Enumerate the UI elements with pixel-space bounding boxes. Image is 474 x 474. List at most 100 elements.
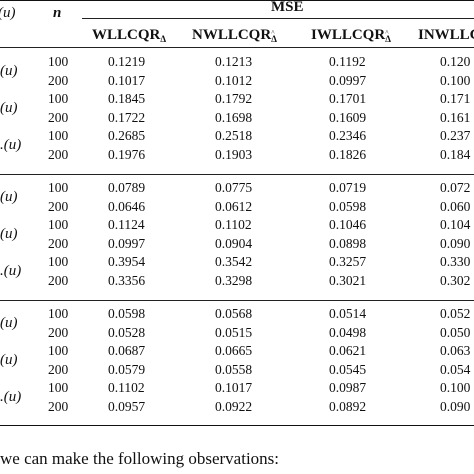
header-left-label: (u) xyxy=(0,5,16,21)
mse-value-cell: 0.1845 xyxy=(108,91,146,106)
mse-value-cell: 0.0545 xyxy=(329,361,367,377)
header-n-label: n xyxy=(53,5,62,21)
n-cell: 200 xyxy=(48,72,69,88)
mse-value-cell: 0.1903 xyxy=(215,146,253,162)
row-label: (u) xyxy=(0,63,18,79)
column-header-1: WLLCQRΔ xyxy=(92,27,166,44)
row-label: (u) xyxy=(0,100,18,116)
column-header-4: INWLLC xyxy=(418,27,474,44)
mse-value-cell: 0.0646 xyxy=(108,198,146,214)
n-cell: 100 xyxy=(48,54,69,69)
mse-value-cell: 0.1192 xyxy=(329,54,366,69)
mse-value-cell: 0.1017 xyxy=(108,72,146,88)
mse-value-cell: 0.1124 xyxy=(108,217,145,232)
mse-value-cell: 0.3021 xyxy=(329,272,367,288)
mse-value-cell: 0.0775 xyxy=(215,180,253,195)
n-cell: 100 xyxy=(48,128,69,143)
mse-value-cell: 0.0514 xyxy=(329,306,367,321)
mse-value-cell: 0.2518 xyxy=(215,128,253,143)
n-cell: 200 xyxy=(48,146,69,162)
mse-value-cell: 0.0568 xyxy=(215,306,253,321)
n-cell: 200 xyxy=(48,324,69,340)
row-label: .(u) xyxy=(0,137,22,153)
n-cell: 100 xyxy=(48,254,69,269)
table-bottom-rule xyxy=(0,425,474,426)
column-header-3-main: IWLLCQR xyxy=(311,27,386,43)
mse-value-cell: 0.090 xyxy=(440,398,471,414)
mse-value-cell: 0.1213 xyxy=(215,54,253,69)
mse-span-rule xyxy=(82,18,474,19)
mse-value-cell: 0.054 xyxy=(440,361,471,377)
mse-value-cell: 0.3298 xyxy=(215,272,253,288)
column-header-1-sub: Δ xyxy=(160,34,166,44)
mse-value-cell: 0.100 xyxy=(440,72,471,88)
mse-value-cell: 0.0528 xyxy=(108,324,146,340)
mse-value-cell: 0.0612 xyxy=(215,198,253,214)
section-divider-rule xyxy=(0,300,474,301)
n-cell: 200 xyxy=(48,272,69,288)
mse-value-cell: 0.0558 xyxy=(215,361,253,377)
column-header-2: NWLLCQRΔ xyxy=(192,27,277,44)
mse-value-cell: 0.1698 xyxy=(215,109,253,125)
mse-value-cell: 0.330 xyxy=(440,254,471,269)
mse-value-cell: 0.090 xyxy=(440,235,471,251)
mse-value-cell: 0.3954 xyxy=(108,254,146,269)
mse-value-cell: 0.161 xyxy=(440,109,471,125)
mse-value-cell: 0.1976 xyxy=(108,146,146,162)
column-header-3: IWLLCQRΔ xyxy=(311,27,391,44)
mse-value-cell: 0.0898 xyxy=(329,235,367,251)
n-cell: 200 xyxy=(48,109,69,125)
n-cell: 100 xyxy=(48,306,69,321)
mse-value-cell: 0.0598 xyxy=(108,306,146,321)
column-header-3-sub: Δ xyxy=(385,29,391,44)
mse-value-cell: 0.2346 xyxy=(329,128,367,143)
mse-value-cell: 0.0598 xyxy=(329,198,367,214)
mse-value-cell: 0.1046 xyxy=(329,217,367,232)
row-label: .(u) xyxy=(0,263,22,279)
mse-value-cell: 0.1102 xyxy=(215,217,252,232)
n-cell: 100 xyxy=(48,380,69,395)
row-label: .(u) xyxy=(0,389,22,405)
n-cell: 100 xyxy=(48,91,69,106)
mse-value-cell: 0.072 xyxy=(440,180,471,195)
mse-value-cell: 0.171 xyxy=(440,91,471,106)
mse-value-cell: 0.3356 xyxy=(108,272,146,288)
mse-value-cell: 0.0922 xyxy=(215,398,253,414)
mse-value-cell: 0.060 xyxy=(440,198,471,214)
mse-value-cell: 0.0789 xyxy=(108,180,146,195)
table-top-rule xyxy=(0,0,474,1)
mse-value-cell: 0.1792 xyxy=(215,91,253,106)
section-divider-rule xyxy=(0,174,474,175)
mse-value-cell: 0.1826 xyxy=(329,146,367,162)
mse-value-cell: 0.0621 xyxy=(329,343,367,358)
mse-value-cell: 0.1701 xyxy=(329,91,367,106)
mse-value-cell: 0.1102 xyxy=(108,380,145,395)
mse-value-cell: 0.3257 xyxy=(329,254,367,269)
mse-value-cell: 0.0987 xyxy=(329,380,367,395)
n-cell: 200 xyxy=(48,398,69,414)
mse-value-cell: 0.0997 xyxy=(108,235,146,251)
row-label: (u) xyxy=(0,226,18,242)
column-header-2-main: NWLLCQR xyxy=(192,27,272,43)
mse-value-cell: 0.050 xyxy=(440,324,471,340)
mse-value-cell: 0.0498 xyxy=(329,324,367,340)
mse-value-cell: 0.100 xyxy=(440,380,471,395)
mse-value-cell: 0.237 xyxy=(440,128,471,143)
n-cell: 100 xyxy=(48,343,69,358)
n-cell: 200 xyxy=(48,361,69,377)
mse-value-cell: 0.1722 xyxy=(108,109,146,125)
mse-value-cell: 0.1017 xyxy=(215,380,253,395)
header-mse-label: MSE xyxy=(271,0,304,15)
mse-value-cell: 0.052 xyxy=(440,306,471,321)
mse-value-cell: 0.063 xyxy=(440,343,471,358)
mse-value-cell: 0.0957 xyxy=(108,398,146,414)
row-label: (u) xyxy=(0,315,18,331)
mse-value-cell: 0.3542 xyxy=(215,254,253,269)
header-bottom-rule xyxy=(0,47,474,48)
column-header-4-main: INWLLC xyxy=(418,27,474,43)
mse-value-cell: 0.0997 xyxy=(329,72,367,88)
n-cell: 100 xyxy=(48,180,69,195)
n-cell: 100 xyxy=(48,217,69,232)
row-label: (u) xyxy=(0,352,18,368)
row-label: (u) xyxy=(0,189,18,205)
